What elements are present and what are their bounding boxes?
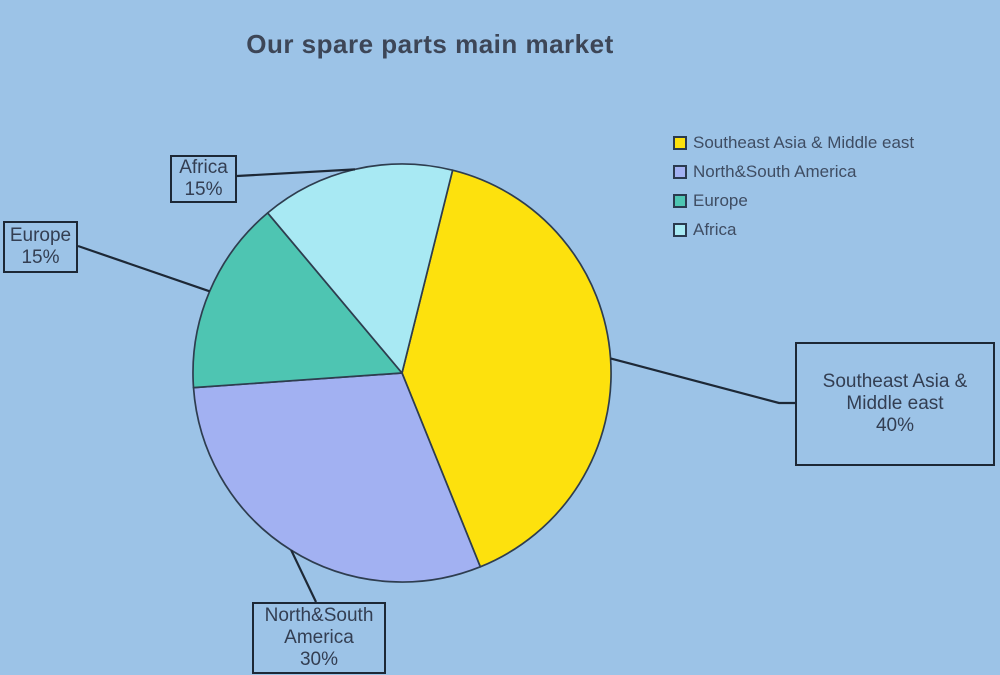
callout-percentage: 30% <box>299 649 339 671</box>
callout-europe: Europe 15% <box>3 221 78 273</box>
callout-label: Europe <box>9 224 72 246</box>
legend-swatch-icon <box>673 164 687 179</box>
leader-line-europe <box>77 244 210 293</box>
callout-percentage: 15% <box>21 247 60 268</box>
callout-label: North&South America <box>264 604 374 648</box>
chart-title: Our spare parts main market <box>246 29 614 59</box>
callout-percentage: 15% <box>184 179 223 200</box>
callout-percentage: 40% <box>875 415 915 437</box>
pie-slice-europe <box>192 212 403 389</box>
legend-item-southeast-asia-middle-east: Southeast Asia & Middle east <box>673 128 914 157</box>
callout-north-south-america: North&South America 30% <box>252 602 386 674</box>
callout-label: Africa <box>179 156 228 178</box>
legend-label: Europe <box>693 190 748 210</box>
pie-slice-africa <box>266 163 454 374</box>
chart-legend: Southeast Asia & Middle east North&South… <box>673 128 914 244</box>
legend-swatch-icon <box>673 135 687 150</box>
legend-swatch-icon <box>673 193 687 208</box>
legend-label: Africa <box>693 219 737 239</box>
legend-label: Southeast Asia & Middle east <box>693 132 915 152</box>
leader-line-north-south-america <box>290 549 317 603</box>
legend-item-africa: Africa <box>673 215 914 244</box>
callout-southeast-asia-middle-east: Southeast Asia & Middle east 40% <box>795 342 995 466</box>
callout-label: Southeast Asia & Middle east <box>822 370 968 414</box>
legend-label: North&South America <box>693 161 857 181</box>
leader-line-africa <box>236 168 356 178</box>
callout-africa: Africa 15% <box>170 155 237 203</box>
legend-item-north-south-america: North&South America <box>673 157 914 186</box>
legend-item-europe: Europe <box>673 186 914 215</box>
leader-line-southeast-asia-middle-east <box>610 357 795 405</box>
legend-swatch-icon <box>673 222 687 237</box>
